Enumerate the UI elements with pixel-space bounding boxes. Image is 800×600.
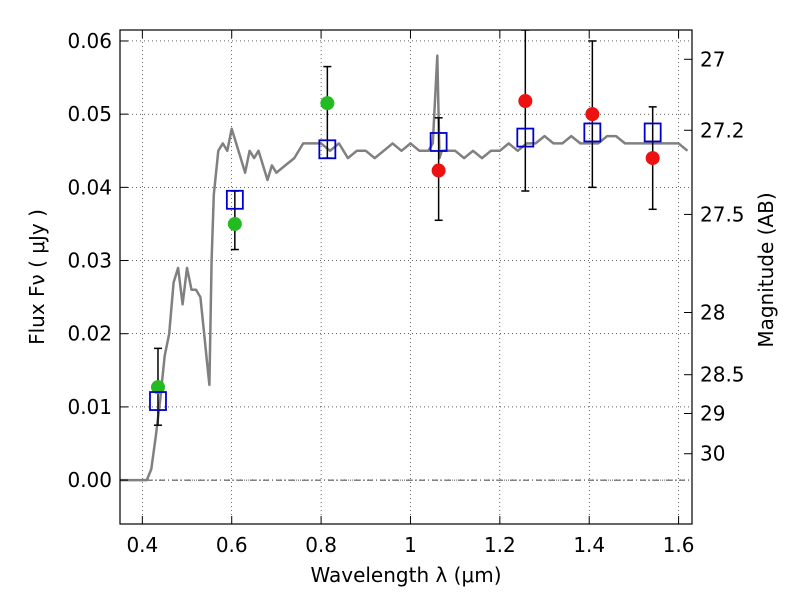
x-tick-label: 0.6 — [216, 533, 248, 557]
x-tick-label: 1 — [404, 533, 417, 557]
green-data-point — [150, 380, 165, 395]
y-tick-label: 0.05 — [67, 102, 112, 126]
model-flux-square — [225, 189, 244, 210]
x-axis-ticks: 0.4 0.6 0.8 1 1.2 1.4 1.6 — [126, 30, 695, 557]
y2-tick-label: 28.5 — [700, 363, 745, 387]
green-data-point — [227, 216, 242, 231]
x-tick-label: 0.4 — [126, 533, 158, 557]
plot-background — [120, 30, 692, 524]
model-flux-square — [429, 132, 448, 152]
model-spectrum-line — [120, 54, 689, 482]
y-tick-label: 0.06 — [67, 29, 112, 53]
y2-tick-label: 29 — [700, 401, 725, 425]
x-tick-label: 1.4 — [573, 533, 605, 557]
model-flux-square — [149, 391, 167, 411]
y-tick-label: 0.03 — [67, 249, 112, 273]
y2-tick-label: 28 — [700, 300, 725, 324]
red-data-point — [645, 151, 660, 166]
y2-tick-label: 27 — [700, 47, 725, 71]
model-flux-square — [516, 127, 535, 148]
y-tick-label: 0.00 — [67, 468, 112, 492]
y2-axis-ticks: 27 27.2 27.5 28 28.5 29 30 — [684, 47, 745, 466]
y2-axis-label: Magnitude (AB) — [754, 192, 778, 347]
plot-area — [120, 30, 689, 482]
x-tick-label: 1.6 — [663, 533, 695, 557]
green-data-point — [320, 96, 335, 111]
x-tick-label: 1.2 — [484, 533, 516, 557]
red-data-point — [431, 163, 446, 178]
y-axis-label: Flux Fν ( μJy ) — [25, 209, 49, 345]
y-tick-label: 0.04 — [67, 175, 112, 199]
x-axis-label: Wavelength λ (μm) — [310, 563, 501, 587]
x-tick-label: 0.8 — [305, 533, 337, 557]
model-flux-square — [318, 139, 337, 160]
y2-tick-label: 30 — [700, 442, 725, 466]
y2-tick-label: 27.5 — [700, 202, 745, 226]
y-axis-ticks: 0.00 0.01 0.02 0.03 0.04 0.05 0.06 — [67, 29, 128, 492]
red-data-point — [518, 93, 533, 108]
red-data-point — [585, 107, 600, 122]
plot-frame — [119, 29, 693, 525]
model-flux-square — [643, 122, 662, 143]
model-flux-square — [583, 122, 602, 143]
y2-tick-label: 27.2 — [700, 118, 745, 142]
y-tick-label: 0.02 — [67, 322, 112, 346]
y-tick-label: 0.01 — [67, 395, 112, 419]
